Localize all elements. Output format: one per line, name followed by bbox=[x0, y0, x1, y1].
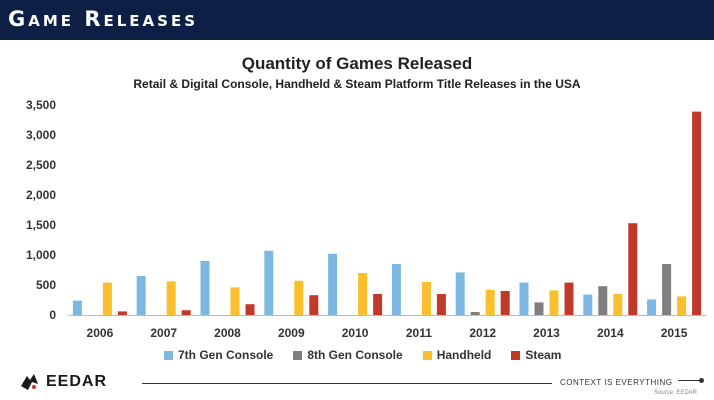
y-tick-label: 1,500 bbox=[26, 218, 56, 232]
tagline: CONTEXT IS EVERYTHING bbox=[560, 378, 673, 387]
y-tick-label: 2,000 bbox=[26, 188, 56, 202]
bar-handheld-2013 bbox=[549, 290, 559, 315]
bar-steam-2006 bbox=[117, 311, 127, 315]
x-tick-label: 2010 bbox=[342, 326, 369, 340]
legend-label: 8th Gen Console bbox=[307, 348, 403, 362]
bar-steam-2010 bbox=[373, 294, 383, 315]
bar-8th-gen-console-2012 bbox=[470, 312, 480, 315]
legend-item-8th-gen: 8th Gen Console bbox=[293, 348, 403, 362]
bar-7th-gen-console-2013 bbox=[519, 282, 529, 315]
x-tick-label: 2006 bbox=[87, 326, 114, 340]
bar-8th-gen-console-2013 bbox=[534, 302, 544, 315]
bar-8th-gen-console-2015 bbox=[662, 264, 672, 315]
bar-handheld-2012 bbox=[485, 289, 495, 315]
bar-steam-2009 bbox=[309, 295, 319, 315]
chart-title: Quantity of Games Released bbox=[241, 54, 473, 73]
legend-swatch bbox=[511, 350, 521, 360]
bar-steam-2014 bbox=[628, 223, 638, 315]
bar-steam-2008 bbox=[245, 304, 255, 315]
bar-7th-gen-console-2010 bbox=[328, 253, 338, 315]
legend-label: 7th Gen Console bbox=[178, 348, 274, 362]
x-tick-label: 2008 bbox=[214, 326, 241, 340]
source-note: Source: EEDAR bbox=[654, 390, 698, 396]
legend-swatch bbox=[422, 350, 432, 360]
bar-7th-gen-console-2015 bbox=[647, 299, 657, 315]
bar-7th-gen-console-2014 bbox=[583, 294, 593, 315]
eedar-logo: EEDAR bbox=[18, 372, 107, 392]
bar-steam-2007 bbox=[181, 310, 191, 315]
y-tick-label: 500 bbox=[36, 278, 56, 292]
y-tick-label: 2,500 bbox=[26, 158, 56, 172]
legend-item-7th-gen: 7th Gen Console bbox=[164, 348, 273, 362]
bar-handheld-2011 bbox=[421, 282, 431, 315]
legend-label: Handheld bbox=[436, 348, 492, 362]
bar-handheld-2009 bbox=[294, 280, 304, 315]
header-bar: Game Releases bbox=[0, 0, 714, 40]
legend-item-handheld: Handheld bbox=[422, 348, 492, 362]
bar-7th-gen-console-2011 bbox=[391, 264, 401, 315]
bar-8th-gen-console-2014 bbox=[598, 286, 608, 315]
x-tick-label: 2009 bbox=[278, 326, 305, 340]
bar-7th-gen-console-2006 bbox=[72, 300, 82, 315]
bar-7th-gen-console-2009 bbox=[264, 250, 274, 315]
bar-handheld-2015 bbox=[677, 296, 687, 315]
controller-icon bbox=[21, 374, 38, 390]
x-tick-label: 2015 bbox=[661, 326, 688, 340]
x-tick-label: 2013 bbox=[533, 326, 560, 340]
bar-handheld-2006 bbox=[102, 282, 112, 315]
bar-steam-2011 bbox=[436, 294, 446, 315]
bar-handheld-2010 bbox=[358, 273, 368, 315]
x-tick-label: 2011 bbox=[406, 326, 432, 340]
x-tick-label: 2007 bbox=[150, 326, 177, 340]
legend-swatch bbox=[293, 350, 303, 360]
bar-steam-2015 bbox=[692, 111, 702, 315]
bar-handheld-2007 bbox=[166, 281, 176, 315]
bar-7th-gen-console-2008 bbox=[200, 261, 210, 315]
legend-swatch bbox=[164, 350, 173, 360]
y-tick-label: 1,000 bbox=[26, 248, 56, 262]
legend-item-steam: Steam bbox=[511, 348, 561, 362]
bar-steam-2013 bbox=[564, 282, 574, 315]
footer-divider bbox=[142, 383, 552, 384]
y-tick-label: 3,000 bbox=[26, 128, 56, 142]
x-tick-label: 2012 bbox=[469, 326, 496, 340]
legend-label: Steam bbox=[525, 348, 562, 362]
bar-7th-gen-console-2012 bbox=[455, 272, 465, 315]
y-tick-label: 0 bbox=[49, 308, 56, 322]
bar-steam-2012 bbox=[500, 291, 510, 315]
logo-text: EEDAR bbox=[46, 373, 108, 390]
page-title: Game Releases bbox=[8, 7, 199, 31]
tagline-line-icon bbox=[678, 378, 704, 383]
bar-handheld-2008 bbox=[230, 287, 240, 315]
bar-7th-gen-console-2007 bbox=[136, 276, 146, 315]
y-tick-label: 3,500 bbox=[26, 98, 56, 112]
chart-subtitle: Retail & Digital Console, Handheld & Ste… bbox=[133, 77, 581, 91]
bar-handheld-2014 bbox=[613, 294, 623, 315]
chart-legend: 7th Gen Console 8th Gen Console Handheld… bbox=[164, 348, 561, 362]
x-tick-label: 2014 bbox=[597, 326, 624, 340]
